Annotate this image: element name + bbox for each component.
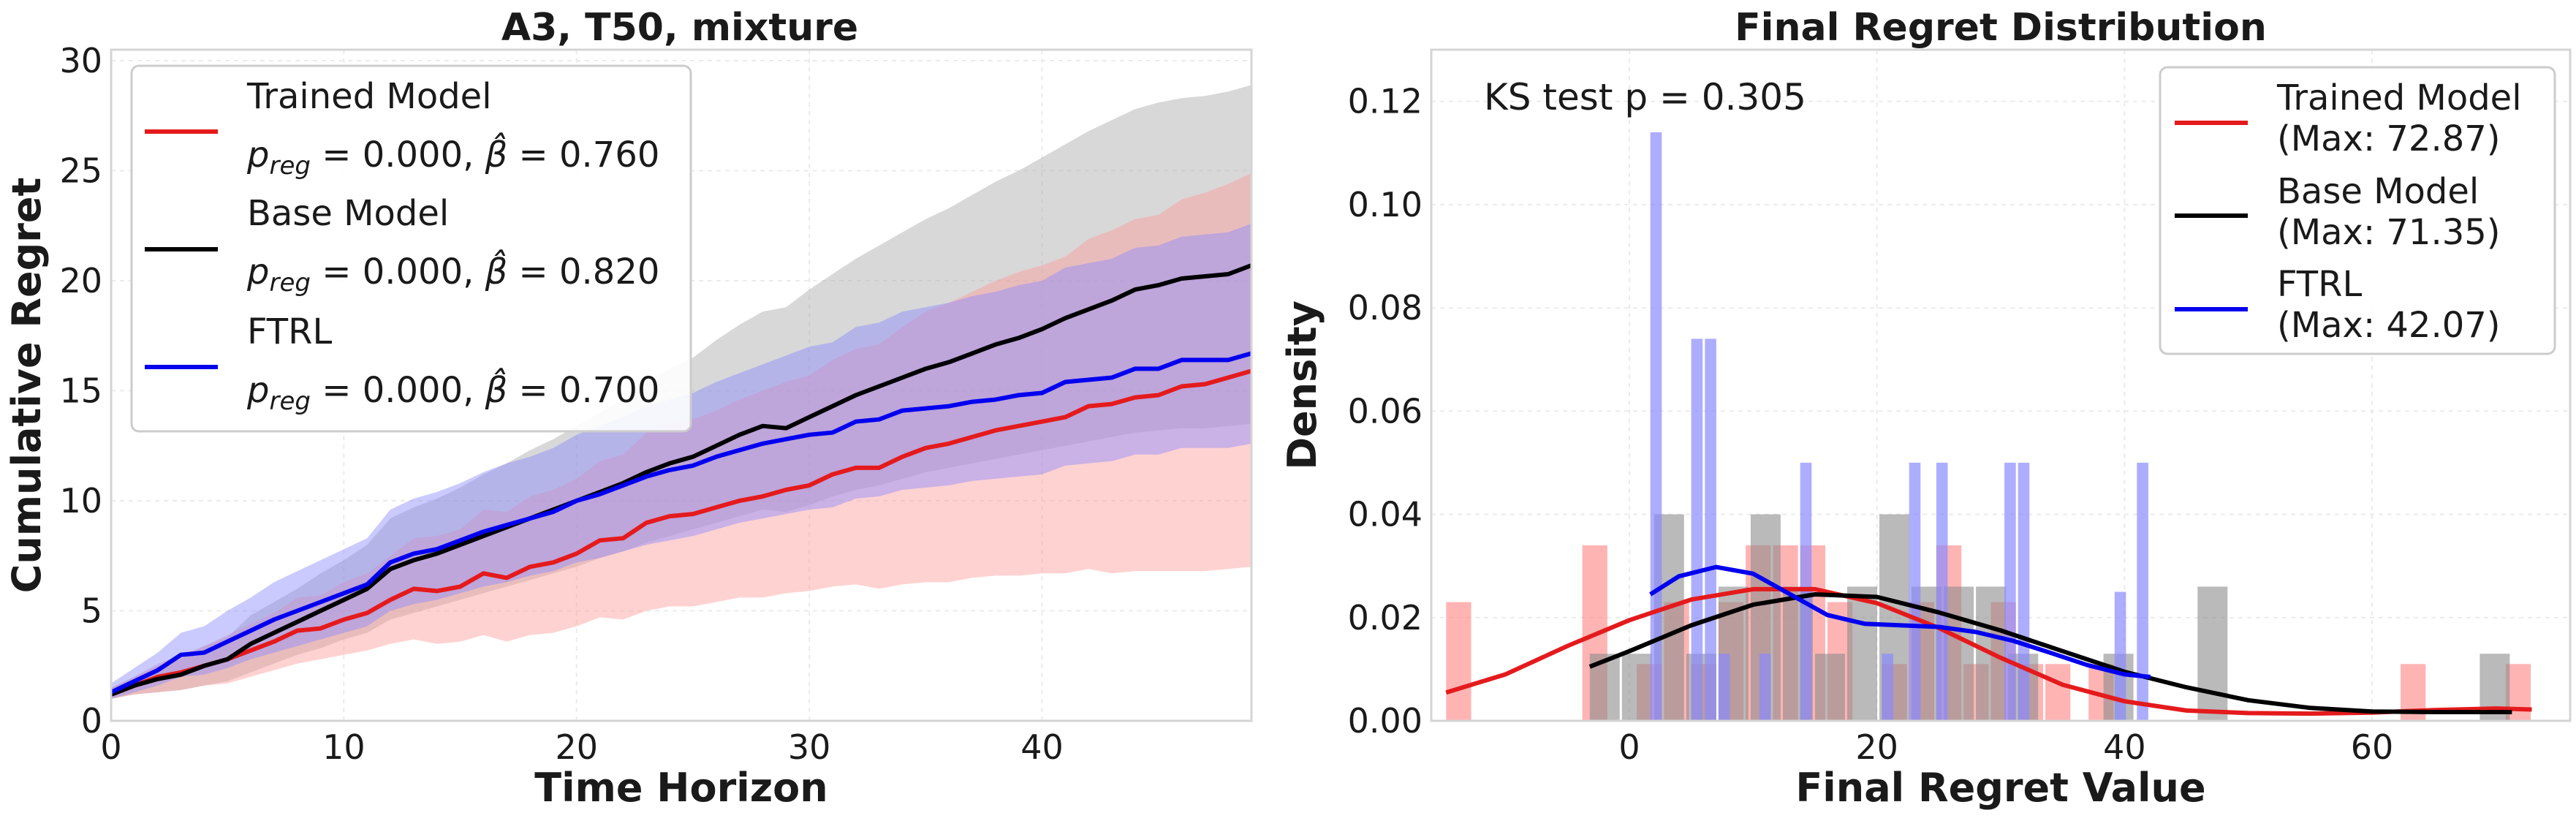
legend-stat-trained: preg = 0.000, β̂ = 0.760 (246, 132, 659, 181)
hist-legend-label-base: Base Model (2277, 171, 2479, 212)
hist-bar-base-model (1944, 586, 1974, 721)
left-panel: A3, T50, mixture 0 10 20 30 40 051015202530 … (4, 6, 1253, 811)
hist-bar-ftrl (1909, 462, 1921, 721)
right-y-axis-label: Density (1279, 300, 1325, 470)
left-y-tick-label: 5 (81, 591, 102, 631)
hist-bar-ftrl (1650, 132, 1662, 721)
right-y-tick-label: 0.10 (1348, 185, 1423, 224)
hist-bar-ftrl (1691, 338, 1703, 721)
right-y-tick-label: 0.00 (1348, 701, 1423, 741)
left-legend-box (130, 64, 692, 433)
hist-bar-ftrl (2137, 462, 2148, 721)
hist-bar-trained-model (2045, 664, 2071, 721)
line-trained-model (110, 368, 1252, 697)
hist-bar-base-model (1621, 654, 1652, 721)
right-x-tick-label: 20 (1855, 727, 1898, 767)
kde-base-model (1588, 592, 2512, 714)
legend-stat-base: preg = 0.000, β̂ = 0.820 (246, 249, 659, 298)
hist-bar-ftrl (1759, 654, 1771, 721)
hist-bar-trained-model (1446, 602, 1471, 721)
right-plot-frame (1430, 48, 2572, 722)
right-kde-curves (1445, 564, 2532, 716)
kde-ftrl (1649, 564, 2151, 679)
right-x-tick-label: 60 (2351, 727, 2394, 767)
legend-label-base: Base Model (247, 193, 449, 234)
right-x-axis-label: Final Regret Value (1795, 765, 2205, 811)
hist-bar-ftrl (1705, 338, 1716, 721)
hist-bar-ftrl (2018, 462, 2030, 721)
left-x-tick-label: 0 (100, 727, 121, 767)
ks-test-annotation: KS test p = 0.305 (1484, 76, 1806, 118)
left-series-lines (110, 263, 1253, 697)
right-chart-title: Final Regret Distribution (1735, 6, 2267, 50)
legend-label-ftrl: FTRL (247, 311, 332, 352)
hist-bar-ftrl (1882, 654, 1893, 721)
left-y-tick-labels: 0 5 10 15 20 25 30 (59, 41, 102, 741)
left-x-tick-label: 10 (322, 727, 365, 767)
right-x-tick-label: 0 (1618, 727, 1640, 767)
hist-legend-label-trained: Trained Model (2276, 77, 2522, 118)
left-x-axis-label: Time Horizon (534, 765, 827, 811)
hist-bar-base-model (1815, 654, 1845, 721)
right-x-tick-label: 40 (2103, 727, 2146, 767)
right-histogram-bars (1446, 132, 2531, 721)
left-y-tick-label: 20 (59, 261, 102, 300)
hist-bar-ftrl (2004, 462, 2016, 721)
left-plot-frame (110, 48, 1253, 722)
right-y-tick-labels: 0.00 0.02 0.04 0.06 0.08 0.10 0.12 (1348, 82, 1423, 741)
line-base-model (110, 263, 1253, 697)
left-y-axis-label: Cumulative Regret (4, 178, 50, 594)
hist-bar-ftrl (1800, 462, 1812, 721)
hist-bar-base-model (2197, 586, 2228, 721)
hist-legend-max-ftrl: (Max: 42.07) (2277, 305, 2501, 346)
left-x-tick-label: 30 (788, 727, 831, 767)
hist-legend-label-ftrl: FTRL (2277, 264, 2362, 305)
right-legend-box (2159, 66, 2556, 355)
left-x-tick-label: 20 (555, 727, 598, 767)
right-y-tick-label: 0.08 (1348, 288, 1423, 328)
hist-bar-ftrl (2114, 591, 2126, 721)
right-panel: Final Regret Distribution 0 20 40 60 0.000.… (1279, 6, 2572, 811)
hist-legend-max-trained: (Max: 72.87) (2277, 118, 2501, 159)
left-x-tick-label: 40 (1020, 727, 1064, 767)
line-ftrl (110, 351, 1252, 695)
right-y-tick-label: 0.04 (1348, 495, 1423, 534)
legend-label-trained: Trained Model (246, 76, 492, 117)
left-y-tick-label: 15 (59, 371, 102, 411)
left-y-tick-label: 0 (81, 701, 102, 741)
right-x-tick-labels: 0 20 40 60 (1618, 727, 2393, 767)
right-legend: Trained Model (Max: 72.87) Base Model (M… (2159, 66, 2556, 355)
left-x-tick-labels: 0 10 20 30 40 (100, 727, 1063, 767)
hist-bar-ftrl (1718, 654, 1730, 721)
left-legend: Trained Model preg = 0.000, β̂ = 0.760 B… (130, 64, 692, 433)
left-chart-title: A3, T50, mixture (501, 6, 858, 50)
right-y-tick-label: 0.02 (1348, 598, 1423, 637)
hist-bar-ftrl (1936, 462, 1948, 721)
left-y-tick-label: 25 (59, 151, 102, 191)
right-y-tick-label: 0.12 (1348, 82, 1423, 121)
left-y-tick-label: 10 (59, 481, 102, 521)
hist-legend-max-base: (Max: 71.35) (2277, 212, 2501, 253)
right-y-tick-label: 0.06 (1348, 391, 1423, 431)
hist-bar-base-model (1847, 586, 1877, 721)
left-y-tick-label: 30 (59, 41, 102, 80)
legend-stat-ftrl: preg = 0.000, β̂ = 0.700 (246, 367, 659, 416)
